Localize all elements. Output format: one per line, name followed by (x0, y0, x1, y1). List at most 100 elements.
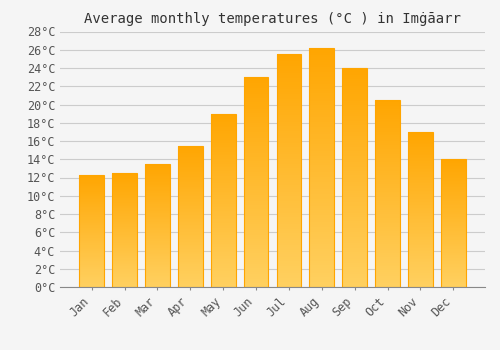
Bar (342, 123, 367, 125)
Bar (80, 175, 104, 176)
Bar (342, 156, 367, 158)
Bar (376, 270, 400, 272)
Bar (211, 154, 236, 155)
Bar (310, 191, 334, 194)
Bar (276, 75, 301, 78)
Bar (310, 89, 334, 91)
Bar (112, 257, 137, 259)
Bar (441, 240, 466, 241)
Bar (342, 221, 367, 224)
Bar (145, 208, 170, 209)
Bar (310, 234, 334, 237)
Bar (244, 140, 268, 142)
Bar (310, 170, 334, 172)
Bar (244, 184, 268, 186)
Bar (145, 224, 170, 225)
Bar (145, 275, 170, 276)
Bar (441, 171, 466, 172)
Bar (276, 96, 301, 98)
Bar (211, 126, 236, 127)
Bar (276, 80, 301, 82)
Bar (145, 246, 170, 247)
Bar (244, 226, 268, 228)
Bar (80, 203, 104, 204)
Bar (145, 174, 170, 175)
Bar (441, 189, 466, 190)
Bar (112, 222, 137, 223)
Bar (342, 247, 367, 250)
Bar (178, 273, 203, 274)
Bar (376, 233, 400, 234)
Bar (80, 259, 104, 260)
Bar (145, 220, 170, 222)
Bar (80, 182, 104, 183)
Bar (276, 71, 301, 73)
Bar (145, 244, 170, 245)
Bar (342, 147, 367, 149)
Bar (80, 242, 104, 243)
Bar (211, 273, 236, 275)
Bar (376, 117, 400, 119)
Bar (310, 180, 334, 182)
Bar (244, 178, 268, 180)
Bar (244, 159, 268, 161)
Bar (244, 83, 268, 85)
Bar (80, 278, 104, 279)
Bar (112, 233, 137, 235)
Bar (112, 269, 137, 270)
Bar (342, 75, 367, 77)
Bar (408, 155, 433, 157)
Bar (310, 241, 334, 244)
Bar (276, 159, 301, 161)
Bar (408, 132, 433, 133)
Bar (310, 177, 334, 180)
Bar (376, 212, 400, 214)
Bar (342, 134, 367, 136)
Bar (376, 234, 400, 237)
Bar (342, 186, 367, 188)
Bar (408, 208, 433, 209)
Bar (441, 247, 466, 248)
Bar (310, 91, 334, 93)
Bar (80, 205, 104, 206)
Bar (80, 195, 104, 196)
Bar (211, 174, 236, 176)
Bar (145, 265, 170, 266)
Bar (310, 151, 334, 153)
Bar (211, 173, 236, 174)
Bar (310, 213, 334, 215)
Bar (376, 194, 400, 195)
Bar (145, 281, 170, 282)
Bar (145, 171, 170, 173)
Bar (342, 127, 367, 129)
Bar (376, 154, 400, 156)
Bar (276, 112, 301, 115)
Bar (342, 72, 367, 75)
Bar (441, 220, 466, 222)
Bar (178, 195, 203, 196)
Bar (408, 197, 433, 198)
Bar (342, 226, 367, 228)
Bar (342, 88, 367, 90)
Bar (178, 276, 203, 277)
Bar (276, 233, 301, 236)
Bar (145, 209, 170, 211)
Bar (408, 253, 433, 254)
Bar (145, 270, 170, 271)
Bar (276, 138, 301, 140)
Bar (408, 203, 433, 205)
Bar (276, 68, 301, 71)
Bar (441, 196, 466, 197)
Bar (112, 205, 137, 206)
Bar (211, 131, 236, 133)
Bar (80, 197, 104, 198)
Bar (441, 219, 466, 220)
Bar (441, 231, 466, 232)
Title: Average monthly temperatures (°C ) in Imġāarr: Average monthly temperatures (°C ) in Im… (84, 12, 461, 26)
Bar (211, 216, 236, 218)
Bar (145, 280, 170, 281)
Bar (408, 279, 433, 281)
Bar (310, 74, 334, 77)
Bar (441, 232, 466, 233)
Bar (211, 162, 236, 164)
